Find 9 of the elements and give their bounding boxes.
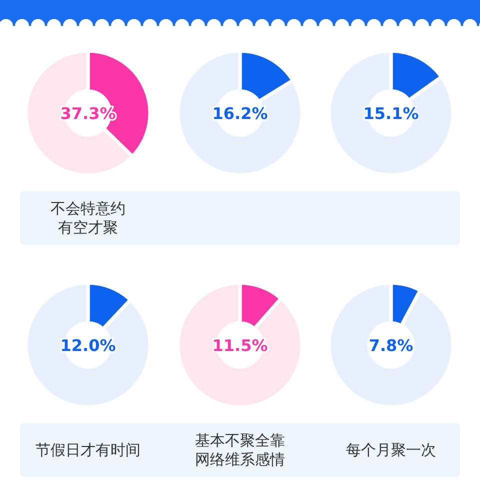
text: 11.5% [212, 336, 268, 355]
text: 15.1% [363, 104, 419, 123]
text: 7.8% [368, 336, 414, 355]
text: 节假日才有时间 [36, 441, 140, 459]
text: 16.2% [212, 104, 268, 123]
text: 不会特意约有空才聚 [50, 200, 126, 236]
text: 基本不聚全靠网络维系感情 [195, 432, 285, 468]
text: 每个月聚一次 [346, 441, 436, 459]
text: 12.0% [60, 336, 116, 355]
